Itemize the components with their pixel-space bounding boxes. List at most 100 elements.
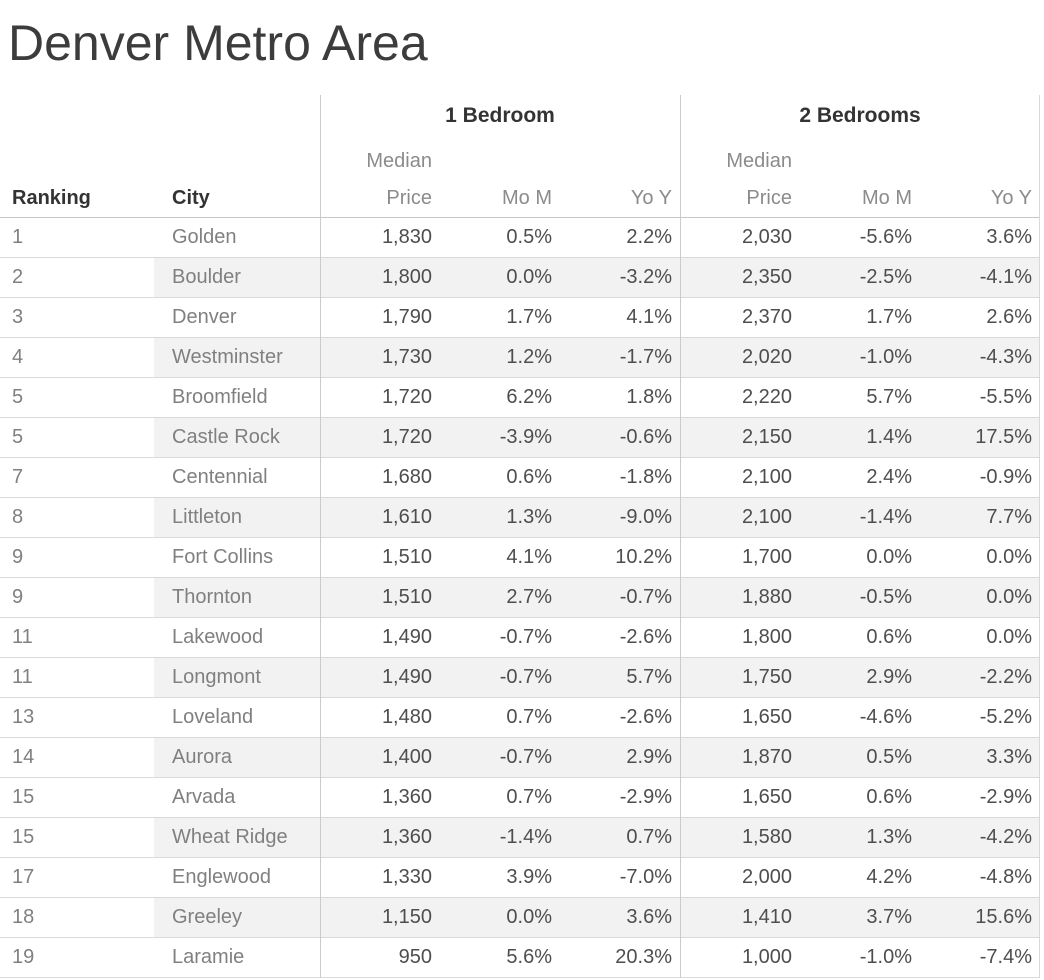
mom-cell-1br: -1.4% <box>440 818 560 857</box>
mom-cell-2br: 0.6% <box>866 786 912 808</box>
city-cell: Westminster <box>154 338 320 377</box>
mom-cell-1br: -0.7% <box>440 738 560 777</box>
table-row[interactable]: 11 Longmont 1,490 -0.7% 5.7% 1,750 2.9% … <box>0 658 1040 698</box>
median-price-cell-2br: 1,870 <box>680 738 800 777</box>
table-row[interactable]: 8 Littleton 1,610 1.3% -9.0% 2,100 -1.4%… <box>0 498 1040 538</box>
mom-cell-2br: -1.0% <box>859 946 912 968</box>
table-row[interactable]: 9 Thornton 1,510 2.7% -0.7% 1,880 -0.5% … <box>0 578 1040 618</box>
median-price-cell-1br: 1,360 <box>381 786 432 808</box>
yoy-cell-2br: -2.2% <box>920 658 1040 697</box>
yoy-cell-1br: -1.7% <box>560 338 680 377</box>
mom-cell-2br: -2.5% <box>800 258 920 297</box>
yoy-cell-2br: 7.7% <box>920 498 1040 537</box>
ranking-cell: 13 <box>12 706 35 728</box>
median-price-cell-1br: 1,330 <box>381 866 432 888</box>
city-cell: Aurora <box>154 738 320 777</box>
yoy-cell-1br: 3.6% <box>560 898 680 937</box>
median-price-cell-2br: 2,000 <box>741 866 792 888</box>
table-row[interactable]: 5 Castle Rock 1,720 -3.9% -0.6% 2,150 1.… <box>0 418 1040 458</box>
mom-cell-2br: 1.3% <box>800 818 920 857</box>
ranking-cell: 19 <box>12 946 35 968</box>
ranking-cell: 18 <box>12 906 35 928</box>
ranking-cell: 11 <box>12 666 33 688</box>
median-price-cell-2br: 1,880 <box>680 578 800 617</box>
table-header: Ranking City Median Price Mo M Yo Y Medi… <box>0 95 1040 218</box>
column-divider-middle <box>680 95 681 978</box>
median-price-cell-2br: 1,800 <box>741 626 792 648</box>
ranking-cell: 15 <box>12 786 35 808</box>
yoy-cell-1br: -1.8% <box>619 466 672 488</box>
median-price-cell-1br: 1,510 <box>320 578 440 617</box>
table-row[interactable]: 9 Fort Collins 1,510 4.1% 10.2% 1,700 0.… <box>0 538 1040 578</box>
yoy-cell-2br: 3.3% <box>920 738 1040 777</box>
mom-cell-2br: 5.7% <box>866 386 912 408</box>
ranking-cell: 2 <box>12 266 24 288</box>
mom-cell-1br: 1.2% <box>440 338 560 377</box>
page-title: Denver Metro Area <box>8 15 428 71</box>
ranking-cell: 4 <box>12 346 24 368</box>
median-price-cell-2br: 2,370 <box>741 306 792 328</box>
table-row[interactable]: 19 Laramie 950 5.6% 20.3% 1,000 -1.0% -7… <box>0 938 1040 978</box>
table-row[interactable]: 15 Arvada 1,360 0.7% -2.9% 1,650 0.6% -2… <box>0 778 1040 818</box>
city-cell: Centennial <box>172 466 268 488</box>
table-row[interactable]: 15 Wheat Ridge 1,360 -1.4% 0.7% 1,580 1.… <box>0 818 1040 858</box>
column-header-2br-median-price: Median Price <box>726 150 792 209</box>
city-cell: Denver <box>172 306 237 328</box>
yoy-cell-2br: -4.2% <box>920 818 1040 857</box>
yoy-cell-1br: 0.7% <box>560 818 680 857</box>
city-cell: Longmont <box>154 658 320 697</box>
median-price-cell-1br: 1,720 <box>381 386 432 408</box>
table-row[interactable]: 2 Boulder 1,800 0.0% -3.2% 2,350 -2.5% -… <box>0 258 1040 298</box>
column-header-2br-mom: Mo M <box>862 187 912 209</box>
mom-cell-2br: -0.5% <box>800 578 920 617</box>
table-row[interactable]: 1 Golden 1,830 0.5% 2.2% 2,030 -5.6% 3.6… <box>0 218 1040 258</box>
mom-cell-1br: 4.1% <box>506 546 552 568</box>
median-price-cell-1br: 1,790 <box>381 306 432 328</box>
yoy-cell-1br: 1.8% <box>626 386 672 408</box>
mom-cell-2br: 0.5% <box>800 738 920 777</box>
city-cell: Lakewood <box>172 626 264 648</box>
table-row[interactable]: 14 Aurora 1,400 -0.7% 2.9% 1,870 0.5% 3.… <box>0 738 1040 778</box>
ranking-cell: 8 <box>12 506 24 528</box>
yoy-cell-1br: -7.0% <box>619 866 672 888</box>
city-cell: Englewood <box>172 866 271 888</box>
table-row[interactable]: 4 Westminster 1,730 1.2% -1.7% 2,020 -1.… <box>0 338 1040 378</box>
mom-cell-1br: 0.7% <box>506 706 552 728</box>
mom-cell-2br: -1.4% <box>800 498 920 537</box>
column-header-1br-median-price: Median Price <box>366 150 432 209</box>
group-header-2-bedrooms: 2 Bedrooms <box>799 104 921 127</box>
column-header-city: City <box>172 187 210 209</box>
city-cell: Wheat Ridge <box>154 818 320 857</box>
median-price-cell-2br: 2,150 <box>680 418 800 457</box>
table-row[interactable]: 13 Loveland 1,480 0.7% -2.6% 1,650 -4.6%… <box>0 698 1040 738</box>
median-price-cell-2br: 2,220 <box>741 386 792 408</box>
mom-cell-1br: 5.6% <box>506 946 552 968</box>
table-row[interactable]: 3 Denver 1,790 1.7% 4.1% 2,370 1.7% 2.6% <box>0 298 1040 338</box>
table-row[interactable]: 17 Englewood 1,330 3.9% -7.0% 2,000 4.2%… <box>0 858 1040 898</box>
city-cell: Broomfield <box>172 386 268 408</box>
city-cell: Littleton <box>154 498 320 537</box>
median-price-cell-1br: 1,800 <box>320 258 440 297</box>
table-row[interactable]: 7 Centennial 1,680 0.6% -1.8% 2,100 2.4%… <box>0 458 1040 498</box>
city-cell: Arvada <box>172 786 236 808</box>
yoy-cell-1br: 2.2% <box>626 226 672 248</box>
yoy-cell-1br: -2.6% <box>619 626 672 648</box>
median-price-cell-1br: 1,400 <box>320 738 440 777</box>
mom-cell-2br: -5.6% <box>859 226 912 248</box>
table-row[interactable]: 11 Lakewood 1,490 -0.7% -2.6% 1,800 0.6%… <box>0 618 1040 658</box>
table-row[interactable]: 5 Broomfield 1,720 6.2% 1.8% 2,220 5.7% … <box>0 378 1040 418</box>
yoy-cell-1br: -2.6% <box>619 706 672 728</box>
mom-cell-1br: 2.7% <box>440 578 560 617</box>
yoy-cell-1br: -2.9% <box>619 786 672 808</box>
mom-cell-1br: 1.3% <box>440 498 560 537</box>
city-cell: Greeley <box>154 898 320 937</box>
yoy-cell-2br: -5.5% <box>979 386 1032 408</box>
ranking-cell: 14 <box>12 746 35 768</box>
table-row[interactable]: 18 Greeley 1,150 0.0% 3.6% 1,410 3.7% 15… <box>0 898 1040 938</box>
median-price-cell-1br: 1,150 <box>320 898 440 937</box>
mom-cell-1br: -3.9% <box>440 418 560 457</box>
median-price-cell-1br: 1,480 <box>381 706 432 728</box>
median-price-cell-1br: 950 <box>398 946 432 968</box>
group-header-1-bedroom: 1 Bedroom <box>445 104 555 127</box>
